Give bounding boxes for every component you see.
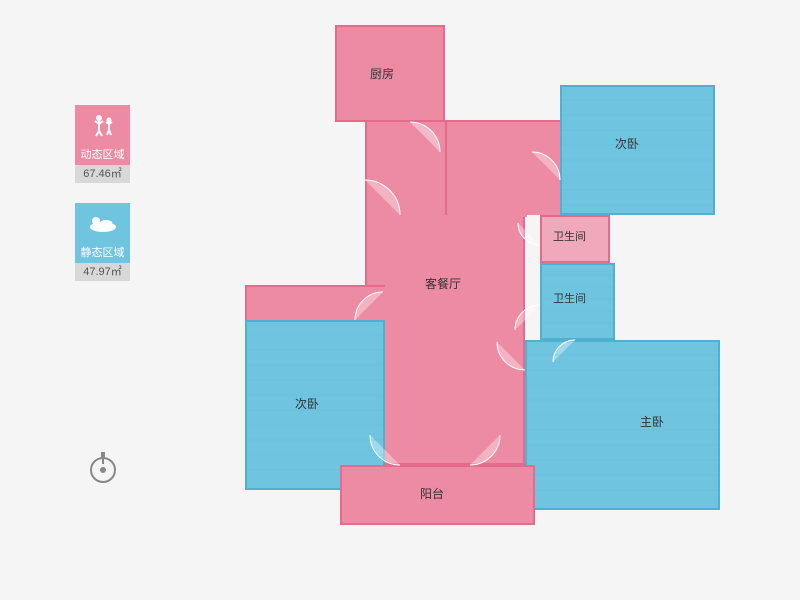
- fill-patch: [447, 122, 527, 217]
- legend-static: 静态区域 47.97㎡: [75, 203, 130, 281]
- label-kitchen: 厨房: [370, 65, 394, 82]
- label-bed2: 次卧: [295, 395, 319, 412]
- room-master: [525, 340, 720, 510]
- fill-patch2: [367, 287, 397, 321]
- label-bath1: 卫生间: [553, 228, 586, 244]
- compass-icon: [88, 450, 118, 480]
- label-living: 客餐厅: [425, 275, 461, 292]
- legend-static-label: 静态区域: [75, 243, 130, 263]
- sleep-icon: [75, 203, 130, 243]
- people-icon: [75, 105, 130, 145]
- legend-dynamic-label: 动态区域: [75, 145, 130, 165]
- label-bath2: 卫生间: [553, 290, 586, 306]
- room-living-ext-left: [245, 285, 385, 323]
- label-master: 主卧: [640, 413, 664, 430]
- label-bed1: 次卧: [615, 135, 639, 152]
- legend-dynamic: 动态区域 67.46㎡: [75, 105, 130, 183]
- label-balcony: 阳台: [420, 485, 444, 502]
- legend-static-value: 47.97㎡: [75, 263, 130, 281]
- legend-dynamic-value: 67.46㎡: [75, 165, 130, 183]
- legend-panel: 动态区域 67.46㎡ 静态区域 47.97㎡: [75, 105, 130, 301]
